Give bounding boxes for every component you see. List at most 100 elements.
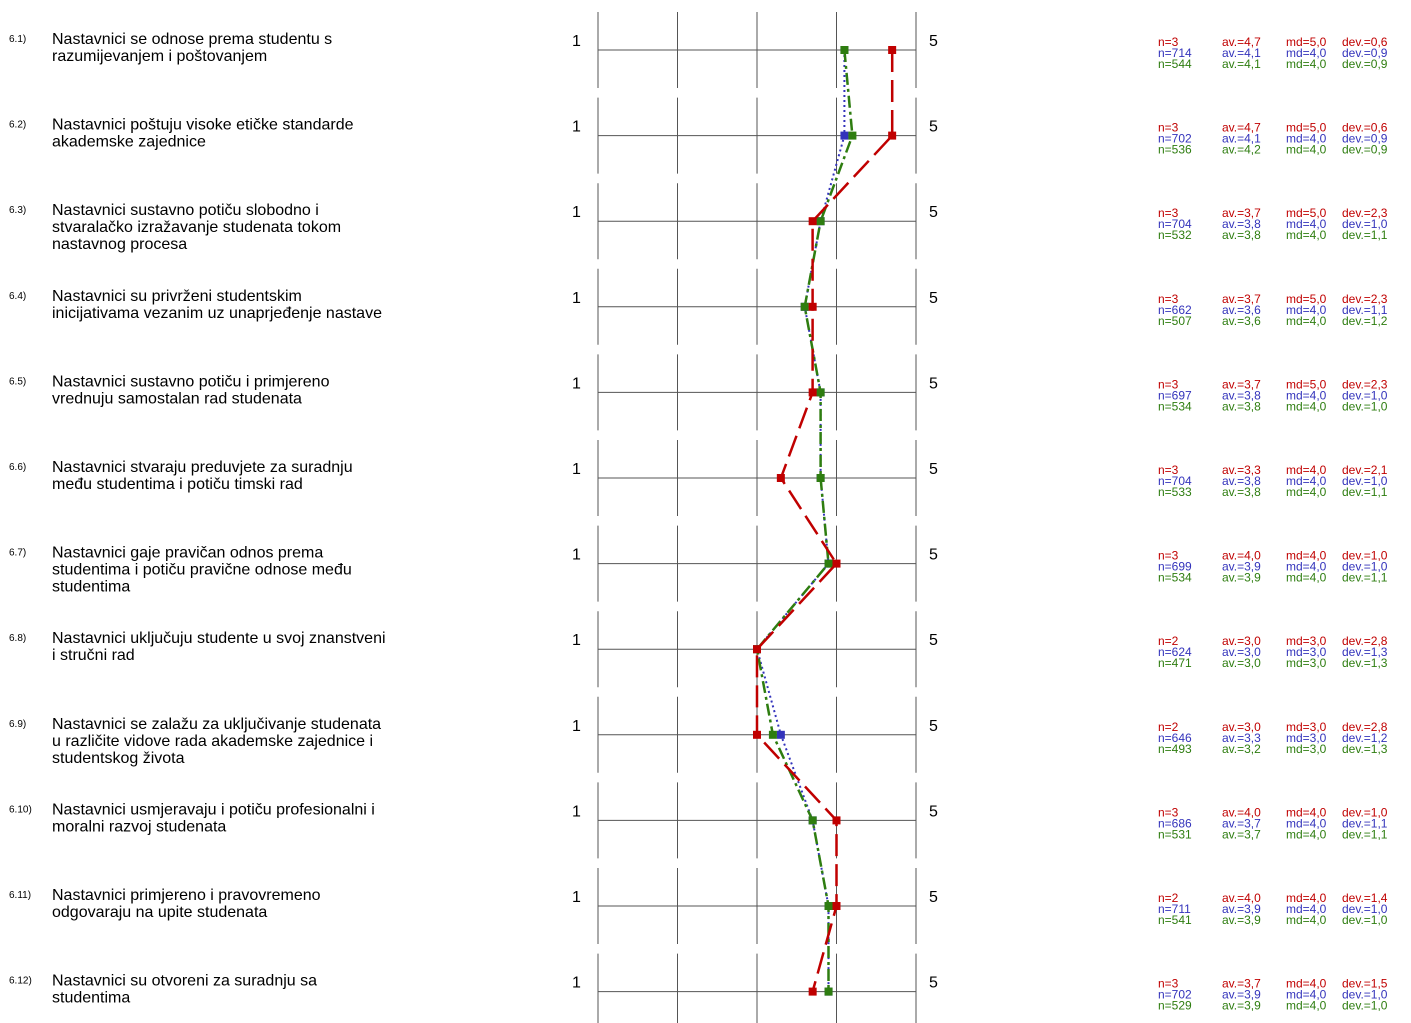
stat-deviation: dev.=1,1 [1342, 228, 1388, 242]
question-number: 6.7) [9, 548, 26, 559]
series-1-line [755, 50, 894, 992]
series-3-marker [808, 816, 817, 825]
question-text-line: Nastavnici sustavno potiču slobodno i [52, 202, 319, 219]
stat-average: av.=4,1 [1222, 57, 1261, 71]
stat-n: n=544 [1158, 57, 1192, 71]
stat-deviation: dev.=2,3 [1342, 377, 1388, 391]
stat-deviation: dev.=1,0 [1342, 399, 1388, 413]
stat-median: md=3,0 [1286, 656, 1327, 670]
stat-average: av.=3,0 [1222, 634, 1261, 648]
stat-deviation: dev.=1,1 [1342, 816, 1388, 830]
question-number: 6.10) [9, 804, 32, 815]
stat-average: av.=3,6 [1222, 303, 1261, 317]
stat-deviation: dev.=1,1 [1342, 485, 1388, 499]
stat-deviation: dev.=0,9 [1342, 132, 1388, 146]
scale-max-label: 5 [929, 803, 938, 820]
stat-deviation: dev.=0,6 [1342, 121, 1388, 135]
stat-deviation: dev.=1,1 [1342, 571, 1388, 585]
stat-n: n=536 [1158, 143, 1192, 157]
stat-median: md=3,0 [1286, 645, 1327, 659]
question-text-line: Nastavnici usmjeravaju i potiču profesio… [52, 801, 375, 818]
scale-min-label: 1 [572, 33, 581, 50]
stat-average: av.=3,8 [1222, 485, 1261, 499]
stat-median: md=4,0 [1286, 549, 1327, 563]
stat-median: md=4,0 [1286, 827, 1327, 841]
scale-min-label: 1 [572, 547, 581, 564]
stat-median: md=4,0 [1286, 474, 1327, 488]
question-text-line: stvaralačko izražavanje studenata tokom [52, 219, 341, 236]
stat-average: av.=3,7 [1222, 206, 1261, 220]
series-1-marker [832, 902, 841, 910]
stat-n: n=702 [1158, 988, 1192, 1002]
stat-average: av.=3,8 [1222, 388, 1261, 402]
stat-deviation: dev.=1,3 [1342, 645, 1388, 659]
stat-median: md=4,0 [1286, 228, 1327, 242]
question-text-line: Nastavnici poštuju visoke etičke standar… [52, 117, 354, 134]
stat-median: md=5,0 [1286, 206, 1327, 220]
question-text-line: vrednuju samostalan rad studenata [52, 390, 302, 407]
stat-deviation: dev.=1,5 [1342, 977, 1388, 991]
stat-n: n=686 [1158, 816, 1192, 830]
stat-n: n=534 [1158, 571, 1192, 585]
stat-average: av.=3,8 [1222, 217, 1261, 231]
question-text-line: u različite vidove rada akademske zajedn… [52, 733, 373, 750]
series-3-marker [824, 987, 833, 996]
stat-median: md=4,0 [1286, 816, 1327, 830]
question-number: 6.8) [9, 633, 26, 644]
stat-average: av.=3,9 [1222, 560, 1261, 574]
stat-n: n=704 [1158, 474, 1192, 488]
question-text-line: studentima i potiču pravične odnose među [52, 562, 352, 579]
series-1-marker [808, 217, 817, 226]
stat-deviation: dev.=1,0 [1342, 560, 1388, 574]
scale-min-label: 1 [572, 119, 581, 136]
stat-n: n=3 [1158, 805, 1179, 819]
stat-average: av.=4,1 [1222, 132, 1261, 146]
stat-median: md=4,0 [1286, 571, 1327, 585]
scale-max-label: 5 [929, 119, 938, 136]
question-text-line: odgovaraju na upite studenata [52, 904, 267, 921]
stat-deviation: dev.=1,0 [1342, 913, 1388, 927]
stat-n: n=699 [1158, 560, 1192, 574]
stat-n: n=2 [1158, 891, 1179, 905]
stat-deviation: dev.=1,1 [1342, 303, 1388, 317]
stat-deviation: dev.=1,0 [1342, 474, 1388, 488]
series-3-marker [824, 902, 833, 910]
scale-max-label: 5 [929, 33, 938, 50]
stat-n: n=3 [1158, 977, 1179, 991]
scale-min-label: 1 [572, 204, 581, 221]
question-text-line: Nastavnici su otvoreni za suradnju sa [52, 973, 317, 990]
stat-deviation: dev.=0,6 [1342, 35, 1388, 49]
stat-median: md=3,0 [1286, 634, 1327, 648]
question-text-line: Nastavnici se odnose prema studentu s [52, 31, 332, 48]
question-text-line: akademske zajednice [52, 134, 206, 151]
stat-average: av.=3,8 [1222, 399, 1261, 413]
stat-median: md=4,0 [1286, 988, 1327, 1002]
stat-deviation: dev.=1,4 [1342, 891, 1388, 905]
scale-max-label: 5 [929, 461, 938, 478]
stat-deviation: dev.=2,8 [1342, 720, 1388, 734]
question-number: 6.2) [9, 120, 26, 131]
stat-n: n=3 [1158, 206, 1179, 220]
stat-median: md=4,0 [1286, 999, 1327, 1013]
stat-median: md=4,0 [1286, 805, 1327, 819]
stat-average: av.=3,9 [1222, 988, 1261, 1002]
stat-average: av.=3,6 [1222, 314, 1261, 328]
stat-n: n=3 [1158, 121, 1179, 135]
stat-median: md=3,0 [1286, 720, 1327, 734]
stat-average: av.=4,2 [1222, 143, 1261, 157]
stat-n: n=3 [1158, 377, 1179, 391]
stat-median: md=4,0 [1286, 913, 1327, 927]
stat-median: md=4,0 [1286, 902, 1327, 916]
series-3-marker [824, 559, 833, 568]
series-3-marker [848, 131, 857, 140]
stat-deviation: dev.=1,0 [1342, 549, 1388, 563]
series-2-marker [776, 730, 785, 739]
stat-average: av.=3,7 [1222, 816, 1261, 830]
scale-max-label: 5 [929, 204, 938, 221]
stat-median: md=4,0 [1286, 143, 1327, 157]
question-text-line: Nastavnici stvaraju preduvjete za suradn… [52, 459, 353, 476]
stat-median: md=4,0 [1286, 463, 1327, 477]
stat-deviation: dev.=1,3 [1342, 742, 1388, 756]
question-number: 6.6) [9, 462, 26, 473]
stat-deviation: dev.=2,1 [1342, 463, 1388, 477]
